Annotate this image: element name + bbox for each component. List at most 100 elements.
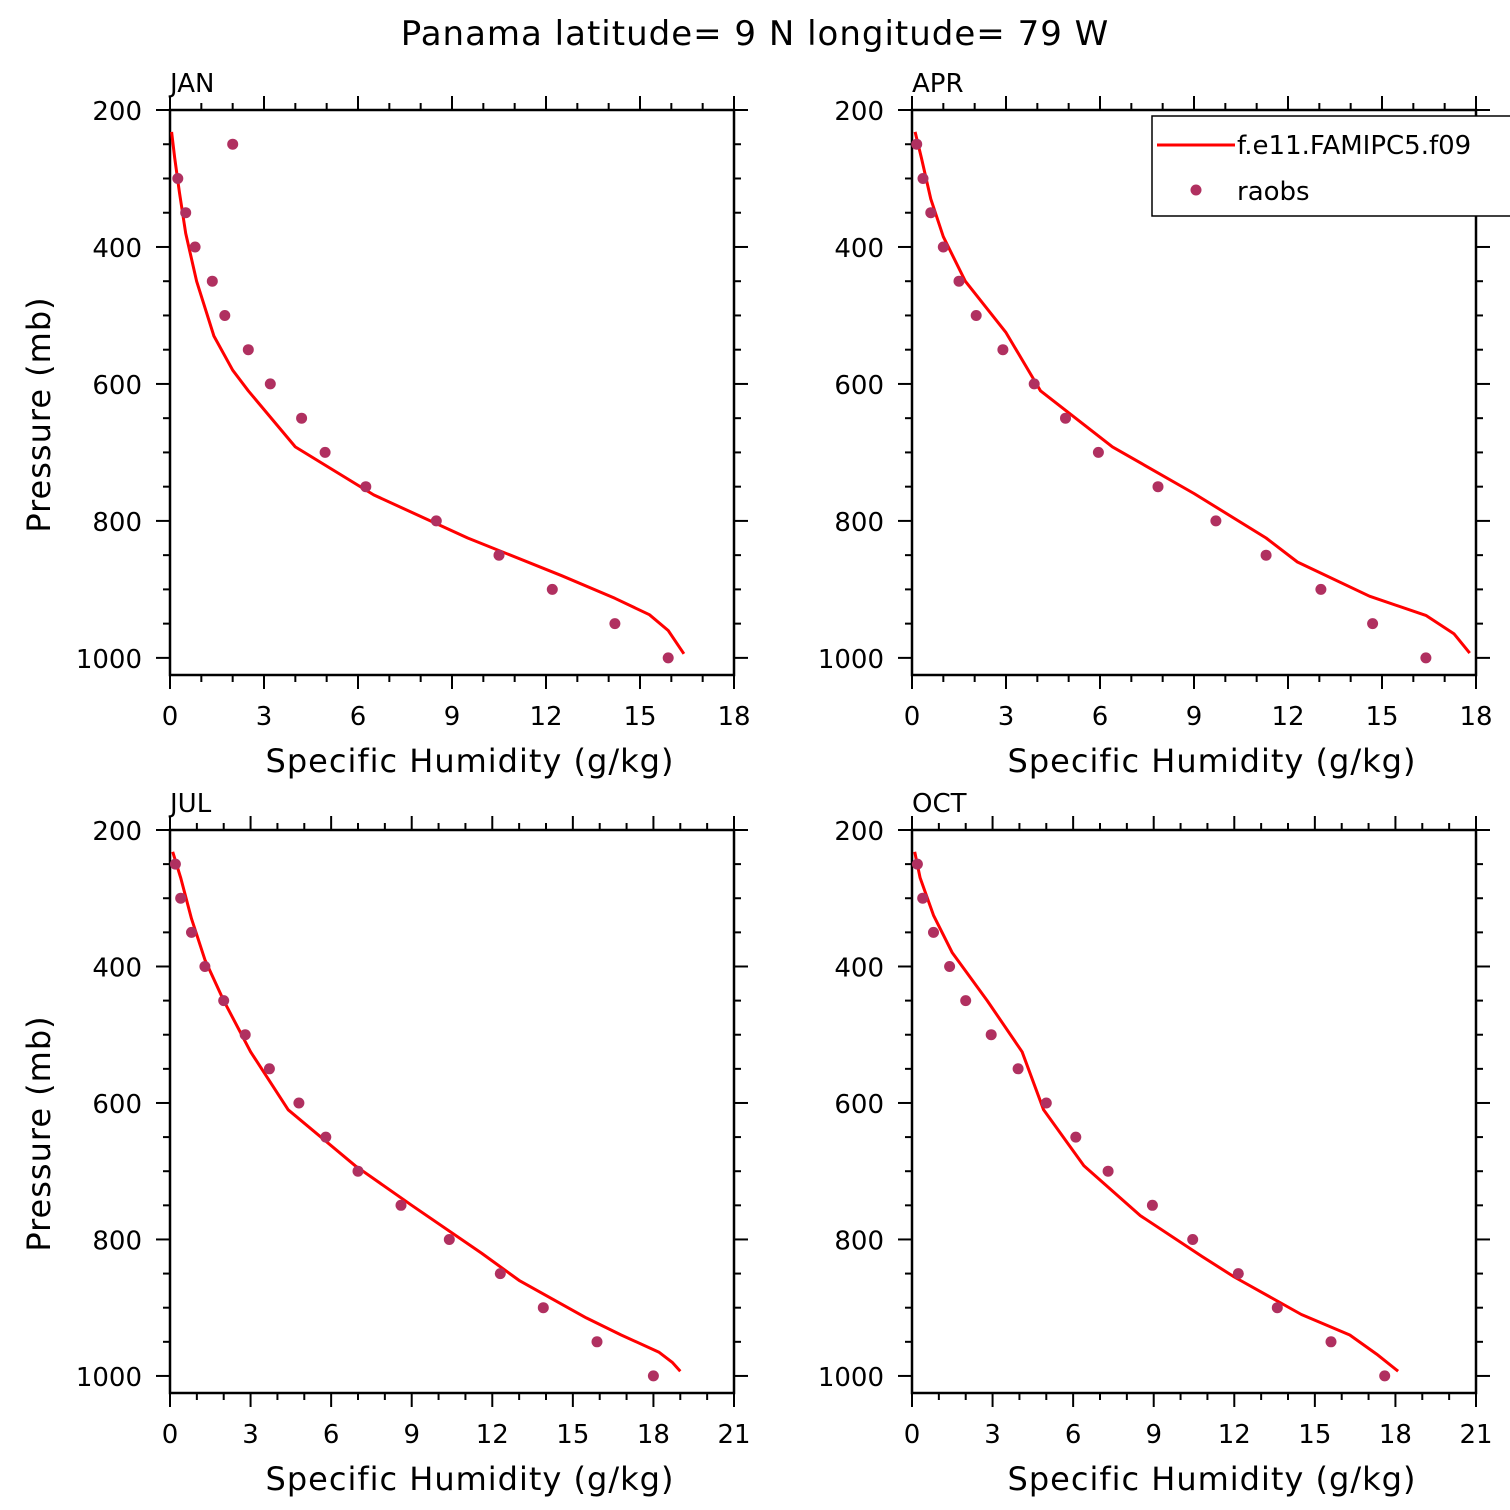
x-tick-label: 6	[323, 1420, 340, 1450]
x-tick-label: 6	[1092, 702, 1109, 732]
raobs-point	[360, 481, 372, 493]
raobs-point	[1315, 583, 1327, 595]
x-axis-title: Specific Humidity (g/kg)	[266, 742, 675, 780]
raobs-point	[1210, 515, 1222, 527]
x-tick-label: 0	[904, 702, 921, 732]
y-tick-label: 200	[834, 817, 884, 847]
raobs-point	[1152, 481, 1164, 493]
raobs-point	[206, 275, 218, 287]
raobs-point	[218, 995, 230, 1007]
raobs-point	[944, 961, 956, 972]
panel-jul: JUL 0 3 6 9 12 15 18 21 200 400 600 800 1000 Specific …	[20, 789, 751, 1498]
plot-frame	[168, 828, 736, 1395]
raobs-point	[1092, 446, 1104, 458]
y-tick-label: 800	[834, 1226, 884, 1256]
model-profile-line	[171, 851, 682, 1373]
raobs-point	[662, 652, 674, 664]
panel-label: OCT	[912, 789, 967, 819]
raobs-point	[925, 207, 937, 219]
raobs-point	[609, 618, 621, 630]
raobs-point	[1420, 652, 1432, 664]
raobs-point	[960, 995, 972, 1007]
raobs-point	[1102, 1165, 1114, 1177]
panel-jan: JAN 0 3 6 9 12 15 18 200 400 600 800 1000 Specific Hu…	[20, 69, 751, 780]
legend-label-model: f.e11.FAMIPC5.f09	[1237, 131, 1471, 161]
raobs-point	[911, 138, 923, 150]
raobs-point	[1060, 412, 1071, 424]
raobs-point	[172, 173, 184, 184]
y-tick-label: 200	[92, 817, 142, 847]
y-tick-label: 200	[834, 97, 884, 127]
y-tick-label: 800	[92, 508, 142, 538]
raobs-point	[917, 173, 929, 184]
raobs-point	[494, 1268, 506, 1280]
x-tick-label: 3	[242, 1420, 259, 1450]
raobs-point	[1367, 618, 1379, 630]
raobs-point	[970, 310, 982, 321]
raobs-point	[395, 1199, 407, 1211]
raobs-point	[1028, 378, 1040, 390]
raobs-point	[1187, 1234, 1199, 1245]
y-tick-label: 400	[92, 953, 142, 983]
x-tick-label: 0	[162, 1420, 179, 1450]
raobs-point	[430, 515, 442, 527]
x-tick-label: 0	[904, 1420, 921, 1450]
raobs-point	[1271, 1302, 1283, 1314]
x-tick-label: 15	[623, 702, 656, 732]
raobs-point	[169, 858, 181, 870]
x-axis-title: Specific Humidity (g/kg)	[1008, 742, 1417, 780]
raobs-point	[1260, 549, 1272, 561]
raobs-point	[1070, 1131, 1082, 1143]
raobs-point	[219, 310, 231, 321]
y-tick-label: 400	[834, 234, 884, 264]
x-tick-label: 12	[1218, 1420, 1251, 1450]
panel-label: JAN	[168, 69, 214, 99]
x-tick-label: 21	[717, 1420, 750, 1450]
raobs-point	[296, 412, 308, 424]
raobs-point	[1146, 1199, 1158, 1211]
raobs-point	[186, 926, 197, 938]
raobs-point	[242, 344, 254, 356]
raobs-point	[263, 1063, 275, 1075]
x-tick-label: 3	[984, 1420, 1001, 1450]
plot-frame	[168, 108, 736, 677]
x-tick-label: 6	[350, 702, 367, 732]
model-profile-line	[170, 131, 686, 655]
x-axis-title: Specific Humidity (g/kg)	[1008, 1460, 1417, 1498]
model-profile-line	[913, 851, 1400, 1373]
x-tick-label: 15	[1365, 702, 1398, 732]
raobs-point	[928, 926, 939, 938]
x-tick-label: 18	[637, 1420, 670, 1450]
x-tick-label: 6	[1065, 1420, 1082, 1450]
raobs-point	[1379, 1370, 1391, 1382]
y-axis-title: Pressure (mb)	[20, 1015, 58, 1251]
y-tick-label: 800	[92, 1226, 142, 1256]
y-tick-label: 600	[92, 1090, 142, 1120]
raobs-point	[293, 1097, 305, 1109]
raobs-point	[985, 1029, 997, 1041]
x-tick-label: 9	[1145, 1420, 1162, 1450]
raobs-point	[591, 1336, 603, 1348]
raobs-point	[953, 275, 965, 287]
y-tick-label: 800	[834, 508, 884, 538]
x-axis-title: Specific Humidity (g/kg)	[266, 1460, 675, 1498]
figure-title: Panama latitude= 9 N longitude= 79 W	[401, 14, 1110, 54]
raobs-point	[937, 241, 949, 253]
y-tick-label: 1000	[818, 1363, 884, 1393]
y-tick-label: 1000	[76, 1363, 142, 1393]
raobs-point	[319, 446, 331, 458]
plot-frame	[910, 828, 1478, 1395]
x-tick-label: 12	[476, 1420, 509, 1450]
raobs-point	[911, 858, 923, 870]
y-tick-label: 1000	[76, 645, 142, 675]
raobs-point	[537, 1302, 549, 1314]
raobs-point	[997, 344, 1009, 356]
raobs-point	[320, 1131, 332, 1143]
raobs-point	[180, 207, 192, 219]
x-tick-label: 21	[1459, 1420, 1492, 1450]
y-tick-label: 200	[92, 97, 142, 127]
x-tick-label: 9	[403, 1420, 420, 1450]
y-tick-label: 400	[92, 234, 142, 264]
raobs-point	[199, 961, 211, 972]
